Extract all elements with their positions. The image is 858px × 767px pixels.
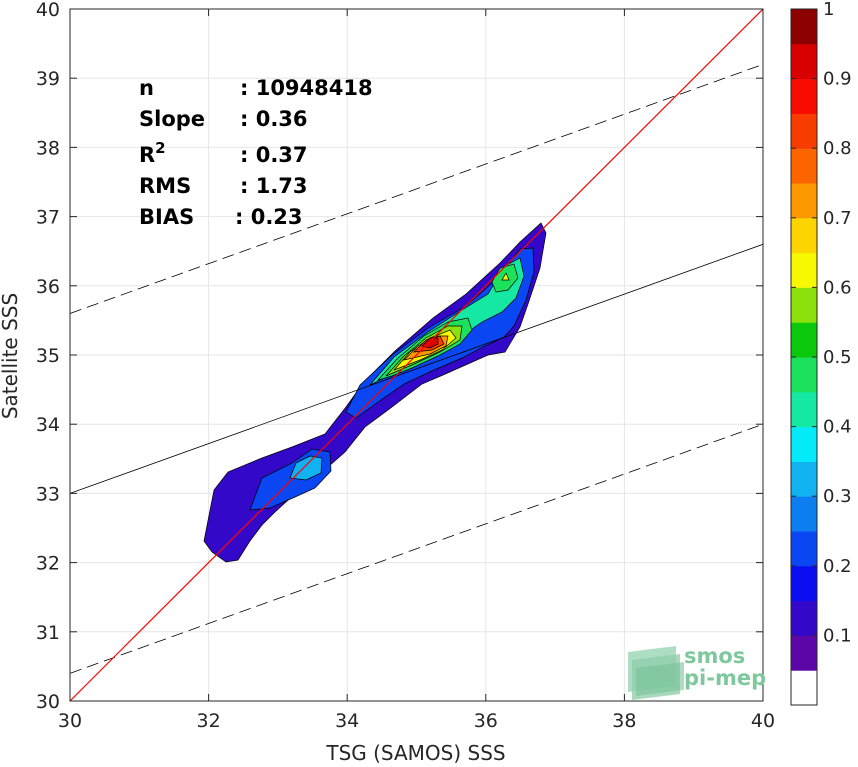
colorbar-segment — [791, 391, 817, 428]
colorbar-tick-label: 0.9 — [823, 69, 852, 90]
y-tick-label: 39 — [36, 68, 60, 90]
x-tick-label: 36 — [474, 710, 498, 732]
colorbar-tick-label: 0.5 — [823, 347, 852, 368]
reference-lines — [69, 8, 764, 702]
y-tick-label: 32 — [36, 553, 60, 575]
colorbar-segment — [791, 600, 817, 636]
colorbar-segment — [791, 183, 817, 219]
lower-bound-line — [69, 423, 764, 674]
stat-value: : 0.36 — [240, 107, 308, 131]
colorbar-segment — [791, 565, 817, 602]
colorbar-segment — [791, 217, 817, 254]
stat-label: RMS — [139, 174, 191, 198]
colorbar-segment — [791, 357, 817, 393]
y-tick-label: 31 — [36, 622, 60, 644]
y-tick-label: 30 — [36, 691, 60, 713]
upper-bound-line — [69, 63, 764, 314]
colorbar-segment — [791, 252, 817, 288]
stat-label: R2 — [139, 139, 166, 167]
logo-text-line2: pi-mep — [684, 666, 766, 690]
colorbar-segment — [791, 496, 817, 532]
y-tick-label: 37 — [36, 207, 60, 229]
y-axis-label: Satellite SSS — [0, 293, 22, 419]
x-tick-label: 30 — [58, 710, 82, 732]
stat-value: : 0.37 — [240, 143, 308, 167]
stat-label: Slope — [139, 107, 205, 131]
logo-text-line1: smos — [684, 644, 745, 668]
y-tick-label: 40 — [36, 0, 60, 21]
colorbar-segment — [791, 322, 817, 358]
colorbar-segment — [791, 670, 817, 706]
colorbar-segment — [791, 426, 817, 462]
y-tick-label: 33 — [36, 483, 60, 505]
x-tick-label: 32 — [197, 710, 221, 732]
x-tick-label: 38 — [612, 710, 636, 732]
stat-value: : 0.23 — [235, 205, 303, 229]
colorbar-tick-label: 0.2 — [823, 556, 852, 577]
x-tick-label: 40 — [751, 710, 775, 732]
y-tick-label: 38 — [36, 137, 60, 159]
smos-pi-mep-logo: smos pi-mep — [628, 644, 766, 700]
fit-line — [69, 243, 764, 494]
logo-graphic — [628, 646, 684, 700]
x-axis-label: TSG (SAMOS) SSS — [325, 741, 505, 765]
density-plot — [203, 222, 547, 563]
stat-value: : 1.73 — [240, 174, 308, 198]
stat-label: n — [139, 76, 154, 100]
y-tick-label: 35 — [36, 345, 60, 367]
colorbar-tick-label: 0.6 — [823, 277, 852, 298]
identity-line — [69, 8, 764, 702]
density-level-peak2 — [501, 272, 510, 281]
colorbar-segment — [791, 9, 817, 45]
colorbar: 0.1 0.2 0.3 0.4 0.5 0.6 0.7 0.8 0.9 1 — [790, 0, 852, 706]
colorbar-tick-label: 0.8 — [823, 138, 852, 159]
colorbar-tick-label: 0.3 — [823, 486, 852, 507]
axes: 30 32 34 36 38 40 30 31 32 33 34 35 36 37 38 39 40 — [36, 0, 775, 732]
colorbar-tick-label: 0.7 — [823, 208, 852, 229]
y-tick-label: 34 — [36, 414, 60, 436]
colorbar-segment — [791, 461, 817, 497]
colorbar-segment — [791, 148, 817, 184]
colorbar-segment — [791, 635, 817, 671]
stats-annotation: n : 10948418 Slope : 0.36 R2 : 0.37 RMS : 1.73 B… — [139, 76, 373, 229]
y-tick-label: 36 — [36, 276, 60, 298]
colorbar-tick-label: 1 — [823, 0, 834, 20]
stat-label-superscript: 2 — [155, 139, 165, 157]
colorbar-segment — [791, 78, 817, 114]
colorbar-segment — [791, 531, 817, 567]
stat-label: BIAS — [139, 205, 194, 229]
colorbar-segment — [791, 43, 817, 80]
colorbar-segment — [791, 113, 817, 149]
colorbar-segment — [791, 287, 817, 323]
colorbar-tick-label: 0.4 — [823, 417, 852, 438]
colorbar-tick-label: 0.1 — [823, 625, 852, 646]
stat-value: : 10948418 — [240, 76, 373, 100]
x-tick-label: 34 — [335, 710, 359, 732]
